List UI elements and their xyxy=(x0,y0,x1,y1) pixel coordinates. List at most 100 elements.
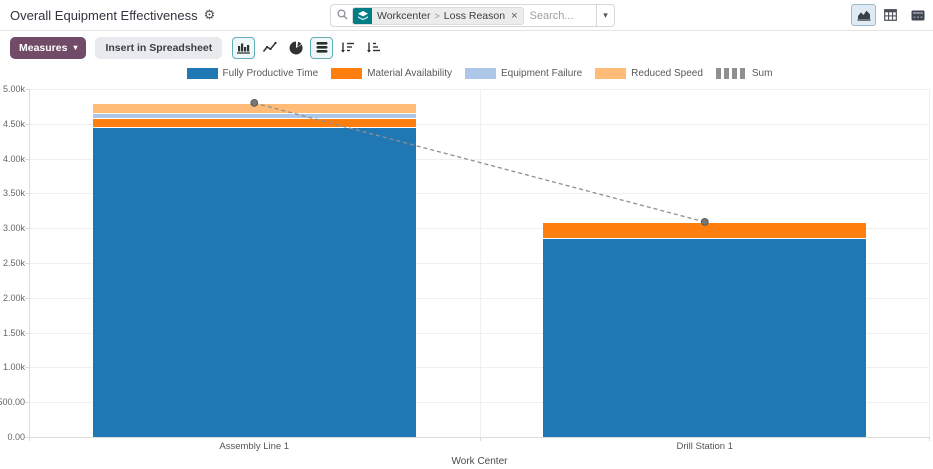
sum-line xyxy=(250,99,709,226)
facet-label: Workcenter > Loss Reason × xyxy=(372,7,523,24)
y-gridline xyxy=(29,228,930,229)
measures-label: Measures xyxy=(19,41,68,54)
facet-remove-button[interactable]: × xyxy=(511,9,518,22)
bar-chart-icon xyxy=(237,43,251,54)
gear-icon[interactable]: ⚙ xyxy=(203,7,216,22)
y-tick-mark xyxy=(25,193,29,194)
y-gridline xyxy=(29,402,930,403)
bar-segment-fully-productive-time[interactable] xyxy=(93,127,416,437)
legend-label: Fully Productive Time xyxy=(222,68,319,79)
bar-segment-material-availability[interactable] xyxy=(93,118,416,127)
chart-legend: Fully Productive Time Material Availabili… xyxy=(29,68,930,79)
sum-point xyxy=(700,218,709,226)
caret-down-icon: ▾ xyxy=(73,43,78,52)
bar-chart-button[interactable] xyxy=(232,36,256,59)
search-icon xyxy=(337,7,348,25)
legend-swatch xyxy=(595,68,627,79)
y-gridline xyxy=(29,298,930,299)
facet-part-loss-reason: Loss Reason xyxy=(443,9,506,22)
caret-down-icon: ▾ xyxy=(603,10,608,20)
y-tick-mark xyxy=(25,402,29,403)
y-tick-label: 1.50k xyxy=(2,328,25,338)
y-tick-label: 3.00k xyxy=(2,223,25,233)
sort-descending-button[interactable] xyxy=(336,36,360,59)
pivot-view-button[interactable] xyxy=(878,4,903,26)
area-chart-icon xyxy=(857,10,870,21)
line-chart-button[interactable] xyxy=(258,36,282,59)
legend-item-reduced-speed[interactable]: Reduced Speed xyxy=(595,68,703,79)
legend-item-sum[interactable]: Sum xyxy=(715,68,772,79)
stacked-toggle-button[interactable] xyxy=(310,36,334,59)
x-gridline xyxy=(929,89,930,437)
legend-swatch xyxy=(715,68,747,79)
control-panel: Measures ▾ Insert in Spreadsheet xyxy=(0,31,933,64)
pivot-table-icon xyxy=(884,9,897,21)
search-dropdown-toggle[interactable]: ▾ xyxy=(596,5,614,26)
dashboard-view-button[interactable] xyxy=(905,4,930,26)
x-category-label: Assembly Line 1 xyxy=(219,441,290,452)
dashboard-icon xyxy=(911,10,924,20)
y-tick-label: 500.00 xyxy=(0,397,25,407)
sum-point xyxy=(250,99,259,107)
legend-swatch xyxy=(331,68,363,79)
y-tick-label: 3.50k xyxy=(2,188,25,198)
search-bar[interactable]: Workcenter > Loss Reason × ▾ xyxy=(330,4,615,27)
legend-item-material-availability[interactable]: Material Availability xyxy=(331,68,452,79)
y-tick-mark xyxy=(25,263,29,264)
x-tick-mark xyxy=(480,437,481,441)
graph-view-button[interactable] xyxy=(851,4,876,26)
x-tick-mark xyxy=(929,437,930,441)
y-tick-label: 2.00k xyxy=(2,293,25,303)
insert-in-spreadsheet-button[interactable]: Insert in Spreadsheet xyxy=(95,36,223,59)
y-gridline xyxy=(29,367,930,368)
y-tick-mark xyxy=(25,367,29,368)
y-gridline xyxy=(29,159,930,160)
pie-chart-button[interactable] xyxy=(284,36,308,59)
x-gridline xyxy=(29,89,30,437)
y-gridline xyxy=(29,193,930,194)
sort-ascending-button[interactable] xyxy=(362,36,386,59)
stacked-icon xyxy=(316,42,328,53)
y-tick-mark xyxy=(25,228,29,229)
legend-label: Equipment Failure xyxy=(501,68,583,79)
legend-item-fully-productive-time[interactable]: Fully Productive Time xyxy=(186,68,319,79)
page-title: Overall Equipment Effectiveness xyxy=(10,7,198,23)
y-tick-label: 4.50k xyxy=(2,119,25,129)
legend-item-equipment-failure[interactable]: Equipment Failure xyxy=(465,68,582,79)
y-tick-label: 1.00k xyxy=(2,362,25,372)
bar-segment-equipment-failure[interactable] xyxy=(93,113,416,118)
sort-asc-icon xyxy=(367,42,381,53)
legend-swatch xyxy=(465,68,496,79)
y-tick-mark xyxy=(25,437,29,438)
y-tick-label: 2.50k xyxy=(2,258,25,268)
x-tick-mark xyxy=(29,437,30,441)
measures-button[interactable]: Measures ▾ xyxy=(10,36,87,59)
layers-icon xyxy=(353,7,372,24)
y-tick-label: 5.00k xyxy=(2,84,25,94)
sort-desc-icon xyxy=(341,42,355,53)
x-gridline xyxy=(480,89,481,437)
y-tick-mark xyxy=(25,89,29,90)
bar-segment-fully-productive-time[interactable] xyxy=(543,238,866,437)
view-switcher xyxy=(851,4,930,26)
y-tick-mark xyxy=(25,124,29,125)
x-category-label: Drill Station 1 xyxy=(676,441,734,452)
legend-swatch xyxy=(186,68,218,79)
y-tick-mark xyxy=(25,298,29,299)
search-input[interactable] xyxy=(523,9,596,22)
plot-area: 5.00k 4.50k 4.00k 3.50k 3.00k 2.50k 2.00k 1.50k… xyxy=(0,84,930,442)
x-axis-title: Work Center xyxy=(451,456,508,467)
line-chart-icon xyxy=(263,42,277,52)
y-gridline xyxy=(29,124,930,125)
y-tick-mark xyxy=(25,159,29,160)
facet-separator-icon: > xyxy=(434,10,440,21)
y-tick-mark xyxy=(25,333,29,334)
y-tick-label: 0.00 xyxy=(7,432,25,442)
chart-type-buttons xyxy=(232,36,386,59)
y-tick-label: 4.00k xyxy=(2,154,25,164)
facet-part-workcenter: Workcenter xyxy=(377,9,431,22)
y-gridline xyxy=(29,89,930,90)
y-gridline xyxy=(29,333,930,334)
y-gridline xyxy=(29,263,930,264)
y-gridline xyxy=(29,437,930,438)
